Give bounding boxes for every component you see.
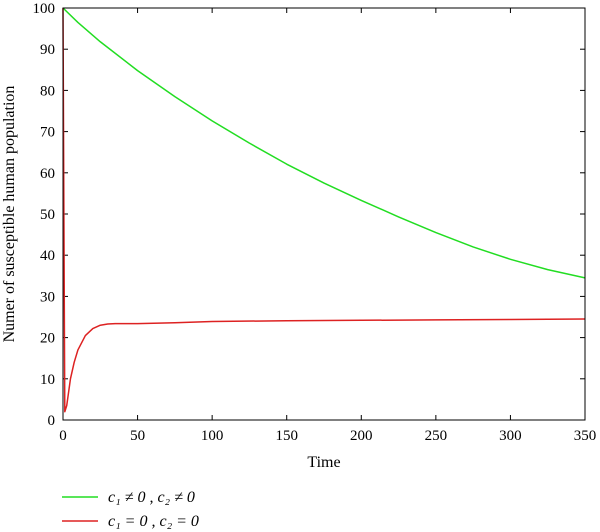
x-tick-label: 150	[275, 428, 298, 444]
y-tick-label: 50	[40, 207, 55, 223]
series-layer	[62, 7, 586, 413]
y-tick-label: 90	[40, 42, 55, 58]
y-tick-label: 100	[33, 1, 56, 17]
x-tick-label: 200	[350, 428, 373, 444]
x-tick-label: 250	[425, 428, 448, 444]
y-tick-label: 10	[40, 372, 55, 388]
x-axis-label: Time	[307, 454, 340, 471]
y-tick-label: 60	[40, 166, 55, 182]
legend-label-2: c₁ = 0 , c₂ = 0	[108, 513, 199, 530]
series-line-2	[62, 7, 586, 413]
y-tick-label: 70	[40, 125, 55, 141]
y-tick-label: 30	[40, 289, 55, 305]
legend: c₁ ≠ 0 , c₂ ≠ 0 c₁ = 0 , c₂ = 0	[62, 489, 199, 530]
legend-label-1: c₁ ≠ 0 , c₂ ≠ 0	[108, 489, 195, 506]
y-tick-label: 40	[40, 248, 55, 264]
y-tick-label: 0	[48, 413, 56, 429]
y-tick-label: 20	[40, 331, 55, 347]
series-line-1	[62, 7, 586, 279]
plot-area-frame	[62, 7, 586, 421]
x-tick-label: 0	[59, 428, 67, 444]
x-tick-label: 300	[499, 428, 522, 444]
y-axis-label: Numer of susceptible human population	[1, 86, 18, 343]
ticks-layer: 0 50 100 150 200 250 300 350 0 10 20 30 40 50 60 70 80 90…	[33, 1, 597, 444]
y-tick-label: 80	[40, 83, 55, 99]
x-tick-label: 50	[130, 428, 145, 444]
x-tick-label: 100	[201, 428, 224, 444]
x-tick-label: 350	[574, 428, 597, 444]
